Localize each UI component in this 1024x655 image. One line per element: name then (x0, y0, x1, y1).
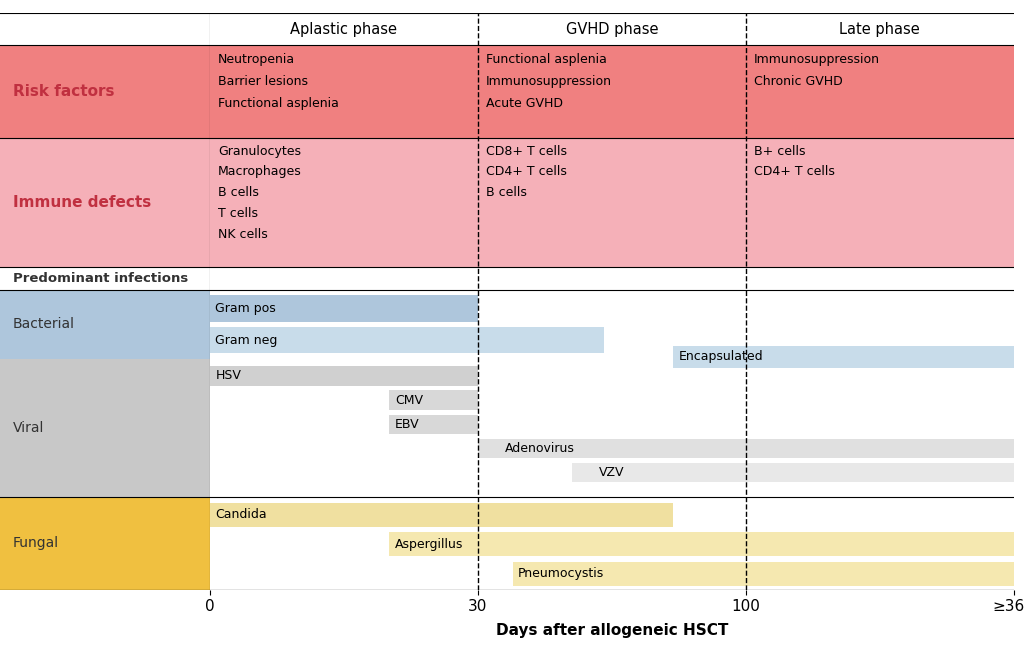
Bar (389, 533, 1014, 556)
Text: Immunosuppression: Immunosuppression (486, 75, 612, 88)
Text: Immunosuppression: Immunosuppression (754, 53, 880, 66)
Text: Granulocytes: Granulocytes (218, 145, 301, 158)
Text: Risk factors: Risk factors (12, 84, 114, 99)
Text: Functional asplenia: Functional asplenia (486, 53, 607, 66)
Bar (674, 346, 1014, 368)
Bar (389, 415, 478, 434)
Bar (210, 45, 1014, 138)
Text: Acute GVHD: Acute GVHD (486, 97, 563, 110)
Bar (478, 439, 1014, 458)
Text: CMV: CMV (395, 394, 423, 407)
Bar (389, 390, 478, 410)
Text: Immune defects: Immune defects (12, 195, 151, 210)
Bar (0, 45, 210, 138)
Bar (210, 366, 478, 386)
Text: B cells: B cells (486, 186, 526, 199)
Bar (0, 138, 210, 267)
Text: Bacterial: Bacterial (12, 318, 75, 331)
Text: Functional asplenia: Functional asplenia (218, 97, 339, 110)
Text: Gram neg: Gram neg (215, 334, 278, 346)
Text: Aspergillus: Aspergillus (395, 538, 463, 551)
Text: Candida: Candida (215, 508, 267, 521)
Text: Predominant infections: Predominant infections (12, 272, 187, 285)
Text: Chronic GVHD: Chronic GVHD (754, 75, 843, 88)
Text: Viral: Viral (12, 421, 44, 435)
Text: B cells: B cells (218, 186, 259, 199)
Text: Gram pos: Gram pos (215, 302, 276, 315)
Text: HSV: HSV (215, 369, 242, 383)
Text: Neutropenia: Neutropenia (218, 53, 295, 66)
X-axis label: Days after allogeneic HSCT: Days after allogeneic HSCT (496, 622, 728, 637)
Bar (0, 359, 210, 497)
Bar (210, 138, 1014, 267)
Bar (0, 497, 210, 590)
Text: Adenovirus: Adenovirus (505, 442, 574, 455)
Text: CD4+ T cells: CD4+ T cells (486, 166, 566, 178)
Text: Barrier lesions: Barrier lesions (218, 75, 308, 88)
Text: EBV: EBV (395, 418, 420, 431)
Text: Fungal: Fungal (12, 536, 58, 550)
Text: Macrophages: Macrophages (218, 166, 302, 178)
Text: Aplastic phase: Aplastic phase (291, 22, 397, 37)
Text: CD8+ T cells: CD8+ T cells (486, 145, 567, 158)
Text: Pneumocystis: Pneumocystis (518, 567, 604, 580)
Text: Late phase: Late phase (840, 22, 921, 37)
Text: B+ cells: B+ cells (754, 145, 805, 158)
Bar (210, 503, 674, 527)
Bar (571, 463, 1014, 482)
Bar (210, 327, 604, 354)
Text: VZV: VZV (598, 466, 624, 479)
Text: Encapsulated: Encapsulated (679, 350, 764, 364)
Bar (0, 290, 210, 359)
Text: CD4+ T cells: CD4+ T cells (754, 166, 835, 178)
Bar (513, 562, 1014, 586)
Text: NK cells: NK cells (218, 228, 267, 241)
Bar (210, 295, 478, 322)
Text: GVHD phase: GVHD phase (565, 22, 658, 37)
Text: T cells: T cells (218, 207, 258, 220)
